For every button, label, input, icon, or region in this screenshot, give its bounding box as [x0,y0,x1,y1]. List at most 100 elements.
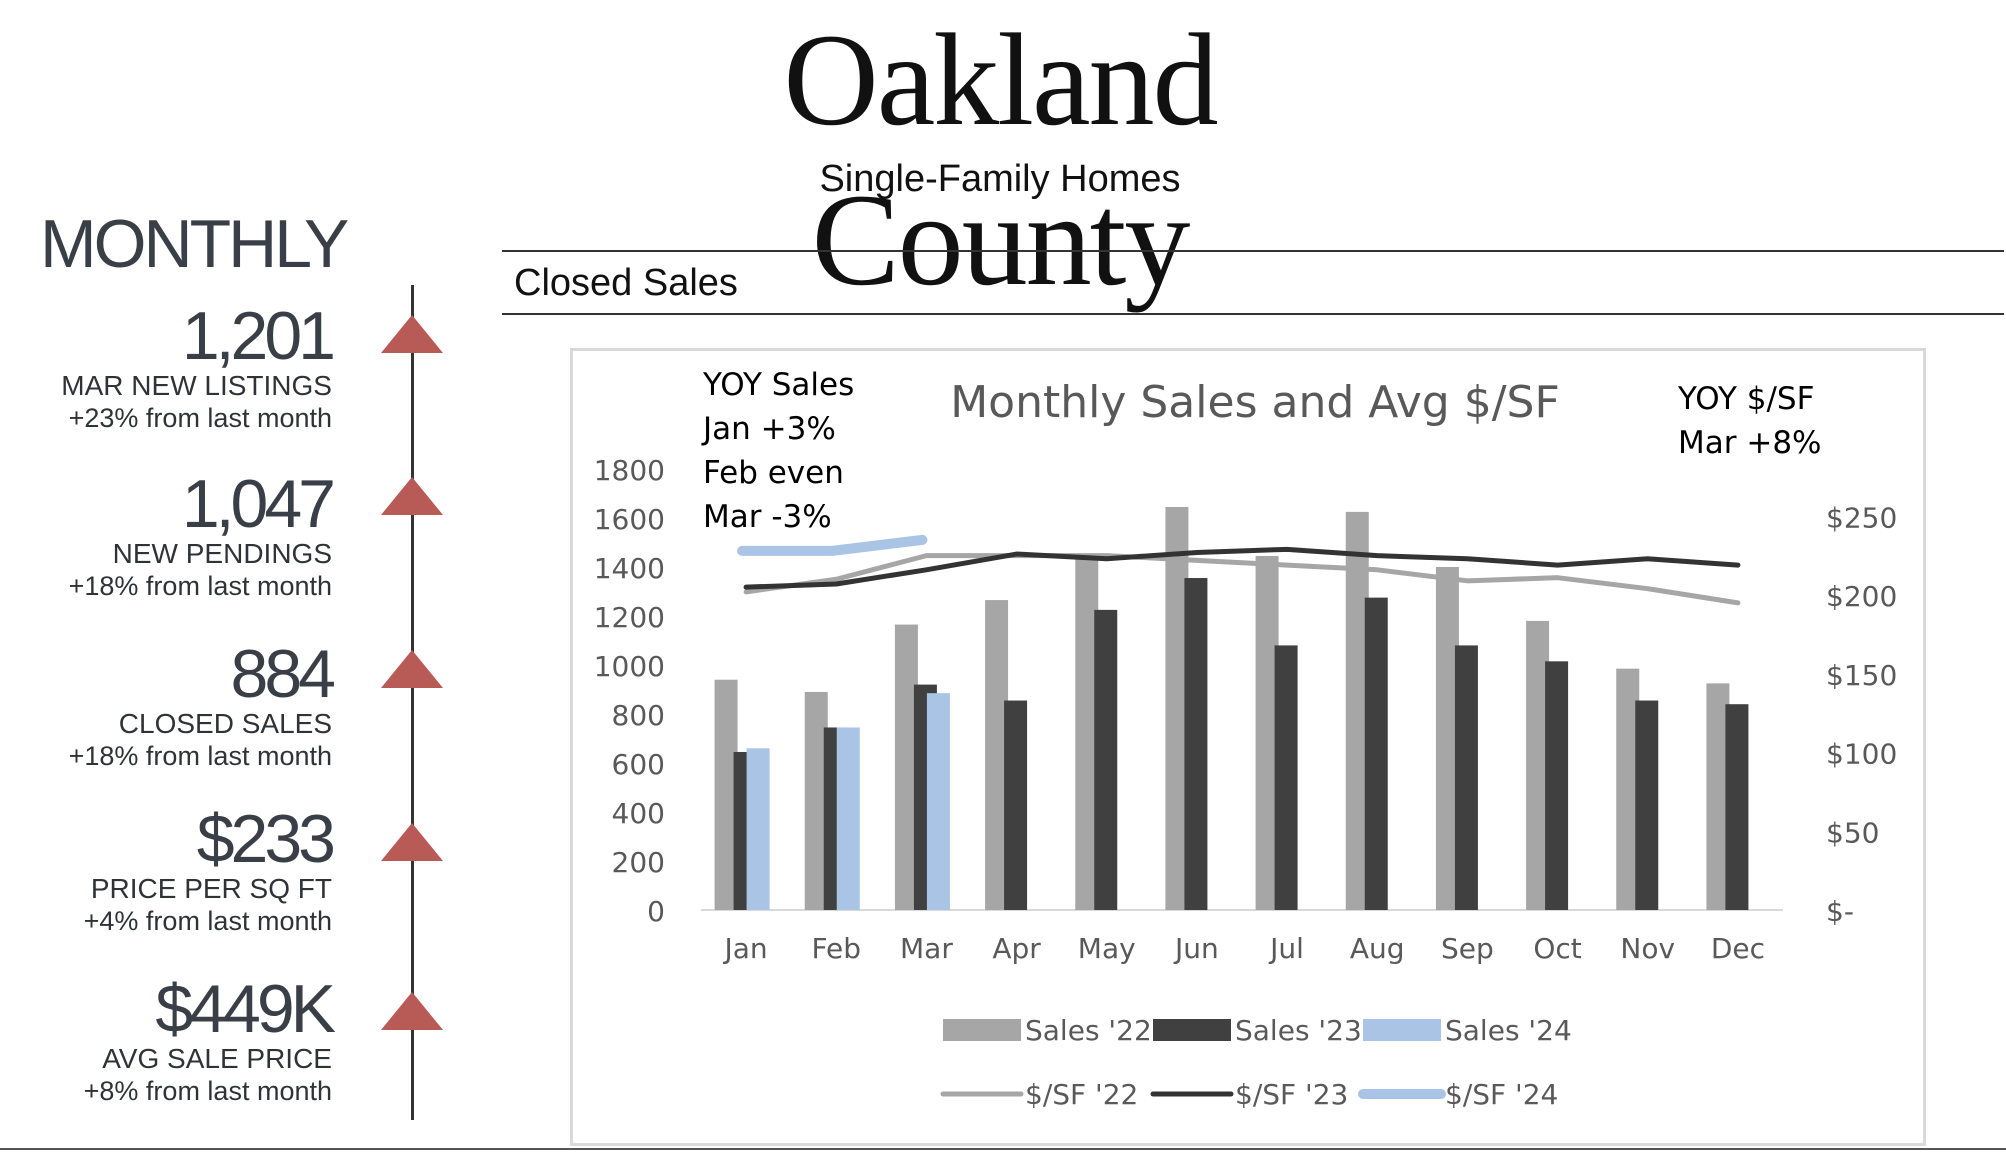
stat-value: 1,201 [181,298,336,374]
legend-label: $/SF '23 [1235,1078,1348,1111]
stat-change: +8% from last month [83,1076,332,1106]
up-arrow-icon [381,650,443,688]
y2-tick-label: $100 [1826,738,1897,771]
x-tick-label: Apr [992,932,1041,965]
stat-change: +4% from last month [83,906,332,936]
x-tick-label: Dec [1711,932,1765,965]
stat-new-pendings: 1,047 NEW PENDINGS +18% from last month [30,466,336,602]
line--sf-24 [737,534,928,556]
x-tick-label: Jan [722,932,767,965]
yoy-sales-heading: YOY Sales [702,367,854,403]
bar-sales-22 [1075,553,1099,910]
up-arrow-icon [381,823,443,861]
yoy-psf-heading: YOY $/SF [1677,381,1814,417]
y2-tick-label: $150 [1826,659,1897,692]
x-tick-label: Feb [811,932,861,965]
x-tick-label: Aug [1350,932,1405,965]
legend-label: $/SF '24 [1445,1078,1558,1111]
section-rule-bottom [502,313,2004,315]
x-tick-label: Mar [900,932,953,965]
yoy-sales-jan: Jan +3% [701,411,836,447]
bar-sales-22 [804,691,828,910]
yoy-psf-mar: Mar +8% [1678,425,1822,461]
bar-sales-22 [1435,567,1459,910]
yoy-sales-feb: Feb even [703,455,844,491]
x-tick-label: Nov [1620,932,1675,965]
line--sf-23 [743,546,1741,590]
line-series [737,534,1741,606]
chart-legend: Sales '22 Sales '23 Sales '24 $/SF '22 $/SF … [940,1014,1572,1111]
legend-label: Sales '23 [1235,1014,1362,1047]
x-tick-label: Oct [1533,932,1581,965]
y-axis-left: 1800 1600 1400 1200 1000 800 600 400 200 0 [594,454,665,928]
y2-tick-label: $250 [1826,501,1897,534]
x-tick-label: Jun [1173,932,1219,965]
x-axis: Jan Feb Mar Apr May Jun Jul Aug Sep Oct Nov Dec [722,932,1765,965]
stat-price-per-sqft: $233 PRICE PER SQ FT +4% from last month [30,801,336,937]
bar-sales-22 [714,679,738,910]
y2-tick-label: $50 [1826,816,1879,849]
stat-value: 1,047 [181,466,336,542]
stat-label: AVG SALE PRICE [102,1043,332,1074]
legend-label: Sales '24 [1445,1014,1572,1047]
y2-tick-label: $- [1826,895,1854,928]
stat-label: PRICE PER SQ FT [90,873,332,904]
legend-swatch [943,1019,1021,1041]
y-tick-label: 200 [612,846,665,879]
chart-title: Monthly Sales and Avg $/SF [950,377,1560,428]
bar-sales-23 [1635,700,1659,910]
sidebar-heading: MONTHLY [40,206,349,282]
bar-series [714,506,1749,910]
y-tick-label: 1400 [594,552,665,585]
bar-sales-23 [1274,645,1298,910]
x-tick-label: Jul [1268,932,1304,965]
legend-swatch [1153,1019,1231,1041]
yoy-sales-mar: Mar -3% [703,499,832,535]
stat-label: MAR NEW LISTINGS [61,370,332,401]
stat-change: +18% from last month [68,741,332,771]
legend-label: Sales '22 [1025,1014,1152,1047]
x-tick-label: May [1078,932,1136,965]
line--sf-22 [743,553,1741,606]
page-subtitle: Single-Family Homes [819,158,1181,200]
stat-label: NEW PENDINGS [112,538,332,569]
stat-label: CLOSED SALES [118,708,332,739]
section-rule-top [502,250,2004,252]
sidebar-divider [411,285,414,1120]
legend-swatch [1363,1019,1441,1041]
bar-sales-22 [1616,668,1640,910]
stat-change: +18% from last month [68,571,332,601]
bar-sales-23 [1545,661,1569,910]
y-tick-label: 1800 [594,454,665,487]
bar-sales-22 [1526,620,1550,910]
stat-value: $449K [155,971,336,1047]
up-arrow-icon [381,477,443,515]
y-tick-label: 1600 [594,503,665,536]
bar-sales-23 [1454,645,1478,910]
bar-sales-23 [1094,609,1118,910]
x-tick-label: Sep [1441,932,1494,965]
stat-change: +23% from last month [68,403,332,433]
bar-sales-24 [926,693,950,910]
y-tick-label: 1000 [594,650,665,683]
bar-sales-24 [836,727,860,910]
stat-new-listings: 1,201 MAR NEW LISTINGS +23% from last mo… [30,298,336,434]
bar-sales-23 [1184,578,1208,910]
page-bottom-rule [0,1148,2006,1150]
up-arrow-icon [381,992,443,1030]
section-title: Closed Sales [514,262,738,304]
stat-value: 884 [230,636,336,712]
bar-sales-22 [1706,683,1730,910]
monthly-sales-chart: Monthly Sales and Avg $/SF YOY Sales Jan… [594,367,1898,1111]
stat-value: $233 [196,801,336,877]
bar-sales-22 [985,600,1009,910]
y-tick-label: 0 [647,895,665,928]
legend-label: $/SF '22 [1025,1078,1138,1111]
bar-sales-22 [894,624,918,910]
bar-sales-22 [1255,555,1279,910]
up-arrow-icon [381,315,443,353]
bar-sales-22 [1165,506,1189,910]
y2-tick-label: $200 [1826,580,1897,613]
stat-avg-sale-price: $449K AVG SALE PRICE +8% from last month [30,971,336,1107]
y-tick-label: 800 [612,699,665,732]
